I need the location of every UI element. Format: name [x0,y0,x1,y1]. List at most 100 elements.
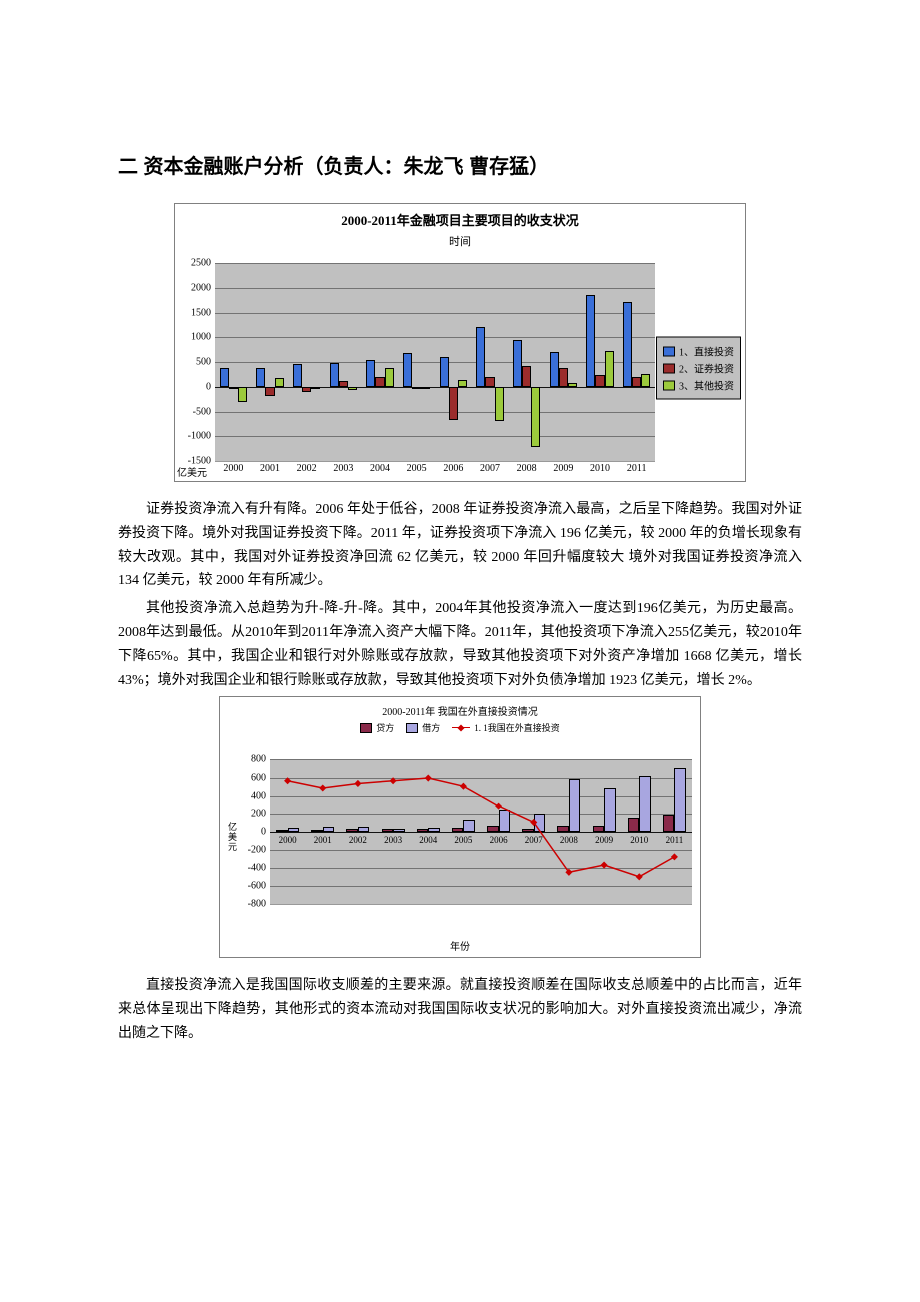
chart2-x-tick: 2009 [595,835,613,845]
chart2-bar [674,768,685,831]
chart2-y-label: 亿美元 [226,822,239,852]
chart1-bar [403,353,412,387]
chart2-bar [522,829,533,832]
chart1-bar [366,360,375,386]
chart2-y-tick: -200 [248,845,270,856]
chart2-y-tick: 0 [261,826,270,837]
chart1-bar [586,295,595,387]
chart2-bar [463,820,474,832]
chart1-x-tick: 2011 [627,461,647,474]
chart1-bar [348,387,357,390]
chart1-bar [476,327,485,387]
chart2-bar [487,826,498,831]
chart1-bar [311,387,320,389]
chart2-bar [276,830,287,832]
chart2-x-tick: 2000 [279,835,297,845]
chart2-x-tick: 2008 [560,835,578,845]
chart1-bar [495,387,504,422]
chart1-x-tick: 2005 [407,461,427,474]
chart1-bar [339,381,348,387]
chart2-bar [604,788,615,832]
chart1-legend-item: 2、证券投资 [663,361,734,376]
chart2-bar [323,827,334,832]
chart1-bar [293,364,302,387]
chart2-bar [569,779,580,832]
chart1-bar [265,387,274,397]
chart1-container: 2000-2011年金融项目主要项目的收支状况 时间 -1500-1000-50… [118,203,802,482]
chart1-bar [302,387,311,392]
chart1-subtitle: 时间 [175,233,745,249]
chart2-x-tick: 2011 [666,835,684,845]
paragraph-2: 其他投资净流入总趋势为升-降-升-降。其中，2004年其他投资净流入一度达到19… [118,597,802,692]
chart2-x-tick: 2002 [349,835,367,845]
chart2-y-tick: -800 [248,899,270,910]
chart2-y-tick: 200 [251,808,270,819]
chart1-legend-item: 3、其他投资 [663,378,734,393]
chart2-x-tick: 2003 [384,835,402,845]
chart1-bar [623,302,632,386]
chart1-x-tick: 2004 [370,461,390,474]
chart1-x-tick: 2002 [297,461,317,474]
chart1-y-tick: 0 [206,381,215,392]
chart1-bar [385,368,394,387]
chart1-bar [641,374,650,387]
chart1-x-tick: 2006 [443,461,463,474]
chart2-x-tick: 2005 [454,835,472,845]
chart2-x-tick: 2004 [419,835,437,845]
chart1-bar [238,387,247,403]
chart2-bar [452,828,463,832]
chart1-y-tick: 1000 [191,332,215,343]
chart1-bar [220,368,229,387]
chart1-legend: 1、直接投资2、证券投资3、其他投资 [656,337,741,400]
chart1-x-tick: 2008 [517,461,537,474]
chart2-y-tick: -600 [248,881,270,892]
chart1-bar [550,352,559,387]
chart2-y-tick: 400 [251,790,270,801]
chart1-y-tick: 500 [196,357,215,368]
chart1-bar [421,387,430,389]
chart1-bar [559,368,568,387]
chart1-bar [275,378,284,386]
chart1-bar [440,357,449,387]
chart1-y-tick: -1000 [188,431,215,442]
chart2-legend-item: 借方 [406,721,440,734]
chart2-bar [428,828,439,832]
chart2-legend: 贷方借方 1. 1我国在外直接投资 [220,718,700,737]
chart2-y-tick: -400 [248,863,270,874]
chart1-x-tick: 2003 [333,461,353,474]
chart1-bar [632,377,641,387]
chart1-x-tick: 2007 [480,461,500,474]
chart1-y-tick: 2000 [191,282,215,293]
chart1-bar [375,377,384,387]
chart1-y-unit: 亿美元 [177,464,207,479]
chart2-y-tick: 600 [251,772,270,783]
chart2-legend-item: 1. 1我国在外直接投资 [452,721,560,734]
chart2-bar [346,829,357,832]
chart1-y-tick: 1500 [191,307,215,318]
chart2-bar [557,826,568,831]
chart1-x-tick: 2009 [553,461,573,474]
chart1-bar [595,375,604,387]
chart2-title: 2000-2011年 我国在外直接投资情况 [220,697,700,718]
chart2-bar [663,815,674,832]
chart1-box: 2000-2011年金融项目主要项目的收支状况 时间 -1500-1000-50… [174,203,746,482]
chart2-bar [382,829,393,832]
chart2-bar [393,829,404,832]
chart2-legend-item: 贷方 [360,721,394,734]
chart2-y-tick: 800 [251,754,270,765]
chart2-bar [593,826,604,832]
chart1-bar [531,387,540,447]
chart2-x-tick: 2006 [490,835,508,845]
chart2-x-tick: 2007 [525,835,543,845]
chart1-bar [330,363,339,386]
chart1-title: 2000-2011年金融项目主要项目的收支状况 [175,204,745,229]
chart1-bar [229,387,238,389]
chart2-bar [499,810,510,832]
chart1-bar [605,351,614,387]
paragraph-3: 直接投资净流入是我国国际收支顺差的主要来源。就直接投资顺差在国际收支总顺差中的占… [118,974,802,1045]
section-title: 二 资本金融账户分析（负责人：朱龙飞 曹存猛） [118,150,802,179]
chart2-bar [288,828,299,832]
chart2-bar [639,776,650,832]
chart1-bar [458,380,467,387]
chart1-bar [412,387,421,389]
